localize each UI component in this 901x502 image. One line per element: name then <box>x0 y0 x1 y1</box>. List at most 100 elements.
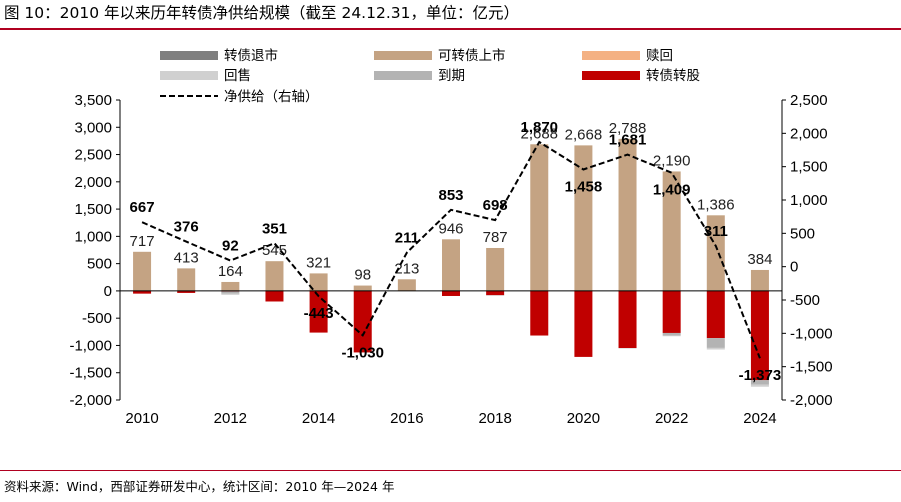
bar-putback <box>618 348 637 349</box>
bar-listing <box>750 269 769 291</box>
legend-swatch-redemption <box>582 51 640 60</box>
bar-listing <box>530 144 549 291</box>
legend-swatch-delisting <box>160 51 218 60</box>
legend-swatch-putback <box>160 71 218 80</box>
bar-value-label: 384 <box>747 251 772 268</box>
left-axis-tick-label: -2,000 <box>69 392 112 409</box>
bar-listing <box>618 138 637 291</box>
bar-conversion <box>618 290 637 349</box>
bar-value-label: 717 <box>130 233 155 250</box>
bar-maturity <box>662 332 681 336</box>
net-value-label: 92 <box>222 238 239 255</box>
net-value-label: -443 <box>304 305 334 322</box>
left-axis-tick-label: -1,000 <box>69 337 112 354</box>
legend-label-conversion: 转债转股 <box>646 68 700 84</box>
bar-value-label: 2,190 <box>653 152 691 169</box>
legend-label-net: 净供给（右轴） <box>224 89 319 105</box>
net-value-label: -1,030 <box>341 344 384 361</box>
left-axis-tick-label: 3,000 <box>74 119 112 136</box>
bar-conversion <box>486 290 505 296</box>
bottom-rule <box>0 470 901 471</box>
bar-value-label: 1,386 <box>697 196 735 213</box>
legend-swatch-maturity <box>374 71 432 80</box>
bar-listing <box>662 171 681 291</box>
bar-putback <box>486 295 505 296</box>
x-axis-tick-label: 2014 <box>302 410 335 427</box>
top-rule <box>0 28 901 30</box>
source-note: 资料来源：Wind，西部证券研发中心，统计区间：2010 年—2024 年 <box>4 479 395 494</box>
left-axis-tick-label: 2,500 <box>74 147 112 164</box>
net-value-label: -1,373 <box>739 367 782 384</box>
bar-putback <box>221 293 240 295</box>
legend-swatch-listing <box>374 51 432 60</box>
bar-value-label: 2,668 <box>565 126 603 143</box>
legend-swatch-conversion <box>582 71 640 80</box>
legend-label-redemption: 赎回 <box>646 48 673 64</box>
bar-listing <box>221 281 240 291</box>
bar-value-label: 98 <box>354 267 371 284</box>
bar-value-label: 321 <box>306 254 331 271</box>
right-axis-tick-label: -1,500 <box>790 359 833 376</box>
bar-conversion <box>574 290 593 357</box>
bar-value-label: 413 <box>174 249 199 266</box>
bar-value-label: 2,688 <box>520 125 558 142</box>
legend-label-listing: 可转债上市 <box>438 47 506 64</box>
net-value-label: 351 <box>262 220 287 237</box>
x-axis-tick-label: 2024 <box>743 410 776 427</box>
bar-conversion <box>353 290 372 353</box>
net-value-label: 1,681 <box>609 132 647 149</box>
bar-value-label: 164 <box>218 263 243 280</box>
bar-maturity <box>221 291 240 294</box>
chart: 3,500 3,000 2,500 2,000 1,500 1,000 500 0 -500 -1… <box>69 47 833 427</box>
bar-listing <box>397 279 416 291</box>
right-axis-tick-label: 2,500 <box>790 92 828 109</box>
left-axis-tick-label: 500 <box>87 256 112 273</box>
bar-value-label: 2,788 <box>609 120 647 137</box>
left-axis-tick-label: 0 <box>104 283 112 300</box>
bar-conversion <box>530 290 549 336</box>
bar-listing <box>574 145 593 291</box>
bar-putback <box>706 347 725 350</box>
bar-listing <box>265 261 284 291</box>
net-value-label: 853 <box>438 187 463 204</box>
bar-maturity <box>706 338 725 348</box>
left-axis-tick-label: -1,500 <box>69 365 112 382</box>
bar-conversion <box>706 290 725 339</box>
chart-title: 图 10：2010 年以来历年转债净供给规模（截至 24.12.31，单位：亿元… <box>4 4 519 22</box>
left-axis-tick-label: 1,500 <box>74 201 112 218</box>
bar-conversion <box>177 290 196 293</box>
bar-putback <box>750 384 769 387</box>
legend-label-maturity: 到期 <box>438 68 465 84</box>
legend-label-putback: 回售 <box>224 68 251 84</box>
x-axis-tick-label: 2016 <box>390 410 423 427</box>
left-axis-tick-label: 1,000 <box>74 228 112 245</box>
bar-conversion <box>265 290 284 302</box>
right-axis-tick-label: 500 <box>790 225 815 242</box>
net-value-label: 311 <box>704 223 728 240</box>
bar-listing <box>442 239 460 291</box>
bar-listing <box>353 285 372 291</box>
x-axis-tick-label: 2018 <box>478 410 511 427</box>
bar-putback <box>662 335 681 337</box>
bar-conversion <box>133 290 152 294</box>
left-axis-tick-label: 2,000 <box>74 174 112 191</box>
bar-listing <box>177 268 196 291</box>
net-value-label: 376 <box>174 219 199 236</box>
net-value-label: 698 <box>483 197 508 214</box>
right-axis-tick-label: -1,000 <box>790 325 833 342</box>
bar-value-label: 787 <box>483 229 508 246</box>
bar-listing <box>706 215 725 291</box>
net-value-label: 1,409 <box>653 182 691 199</box>
x-axis-tick-label: 2020 <box>567 410 600 427</box>
bar-conversion <box>750 290 769 381</box>
net-supply-line <box>141 140 761 359</box>
x-axis-tick-label: 2012 <box>214 410 247 427</box>
right-axis-tick-label: 1,000 <box>790 192 828 209</box>
legend-label-delisting: 转债退市 <box>224 47 278 64</box>
right-axis-tick-label: -2,000 <box>790 392 833 409</box>
left-axis-tick-label: 3,500 <box>74 92 112 109</box>
right-axis-tick-label: 2,000 <box>790 125 828 142</box>
right-axis-tick-label: -500 <box>790 292 820 309</box>
bar-conversion <box>442 290 460 296</box>
x-axis-tick-label: 2022 <box>655 410 688 427</box>
